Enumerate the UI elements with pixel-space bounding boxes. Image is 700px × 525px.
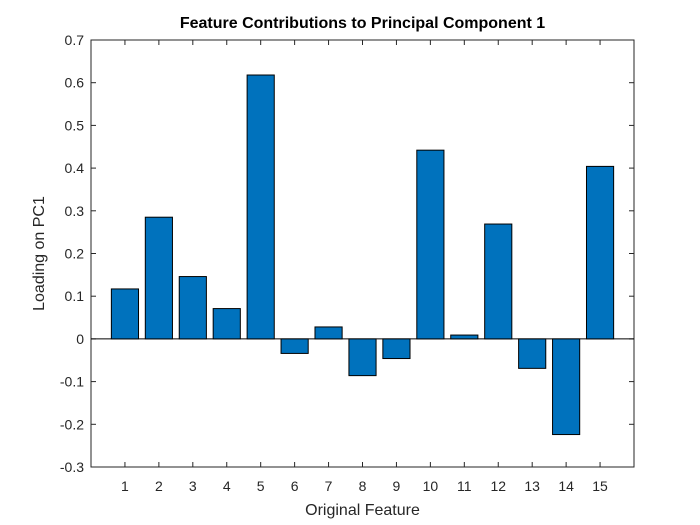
bar-feature-14 bbox=[552, 338, 581, 436]
bar-feature-11 bbox=[450, 334, 479, 340]
x-tick-label: 5 bbox=[257, 478, 265, 494]
x-tick-label: 3 bbox=[189, 478, 197, 494]
x-tick-label: 14 bbox=[558, 478, 574, 494]
y-axis: -0.3 -0.2 -0.1 0 0.1 0.2 0.3 0.4 0.5 0.6 0.7 bbox=[60, 32, 634, 475]
bar-feature-3 bbox=[178, 276, 207, 340]
bar-feature-5 bbox=[246, 74, 275, 340]
bar-feature-15 bbox=[585, 165, 615, 340]
y-tick-label: 0.5 bbox=[65, 117, 85, 133]
y-tick-label: 0.7 bbox=[65, 32, 85, 48]
y-tick-label: 0.4 bbox=[65, 160, 85, 176]
y-tick-label: 0.1 bbox=[65, 288, 85, 304]
chart-title: Feature Contributions to Principal Compo… bbox=[180, 15, 545, 32]
bar-feature-4 bbox=[212, 308, 241, 340]
y-tick-label: -0.1 bbox=[60, 374, 84, 390]
bar-feature-2 bbox=[144, 216, 173, 340]
x-tick-label: 1 bbox=[121, 478, 129, 494]
bar-feature-13 bbox=[518, 338, 547, 369]
y-tick-label: -0.3 bbox=[60, 459, 84, 475]
bar-feature-12 bbox=[484, 223, 513, 340]
y-tick-label: 0 bbox=[76, 331, 84, 347]
x-tick-label: 13 bbox=[524, 478, 540, 494]
x-tick-label: 7 bbox=[325, 478, 333, 494]
x-tick-label: 4 bbox=[223, 478, 231, 494]
bar-feature-10 bbox=[416, 149, 445, 340]
bar-series bbox=[110, 74, 615, 436]
x-tick-label: 15 bbox=[592, 478, 608, 494]
bar-feature-1 bbox=[110, 288, 140, 340]
y-tick-label: 0.3 bbox=[65, 203, 85, 219]
bar-feature-6 bbox=[280, 338, 309, 354]
bar-feature-7 bbox=[314, 326, 343, 340]
x-tick-label: 12 bbox=[490, 478, 506, 494]
x-tick-label: 10 bbox=[423, 478, 439, 494]
x-tick-label: 2 bbox=[155, 478, 163, 494]
x-tick-label: 8 bbox=[359, 478, 367, 494]
y-tick-label: 0.6 bbox=[65, 75, 85, 91]
x-tick-label: 9 bbox=[393, 478, 401, 494]
bar-feature-9 bbox=[382, 338, 411, 360]
x-axis: 1 2 3 4 5 6 7 8 9 10 11 12 13 14 15 bbox=[121, 40, 608, 494]
bar-feature-8 bbox=[348, 338, 377, 377]
x-axis-label: Original Feature bbox=[305, 502, 420, 519]
plot-area bbox=[90, 39, 635, 468]
x-tick-label: 11 bbox=[457, 478, 472, 494]
y-tick-label: -0.2 bbox=[60, 416, 84, 432]
y-tick-label: 0.2 bbox=[65, 246, 85, 262]
x-tick-label: 6 bbox=[291, 478, 299, 494]
y-axis-label: Loading on PC1 bbox=[31, 196, 48, 311]
